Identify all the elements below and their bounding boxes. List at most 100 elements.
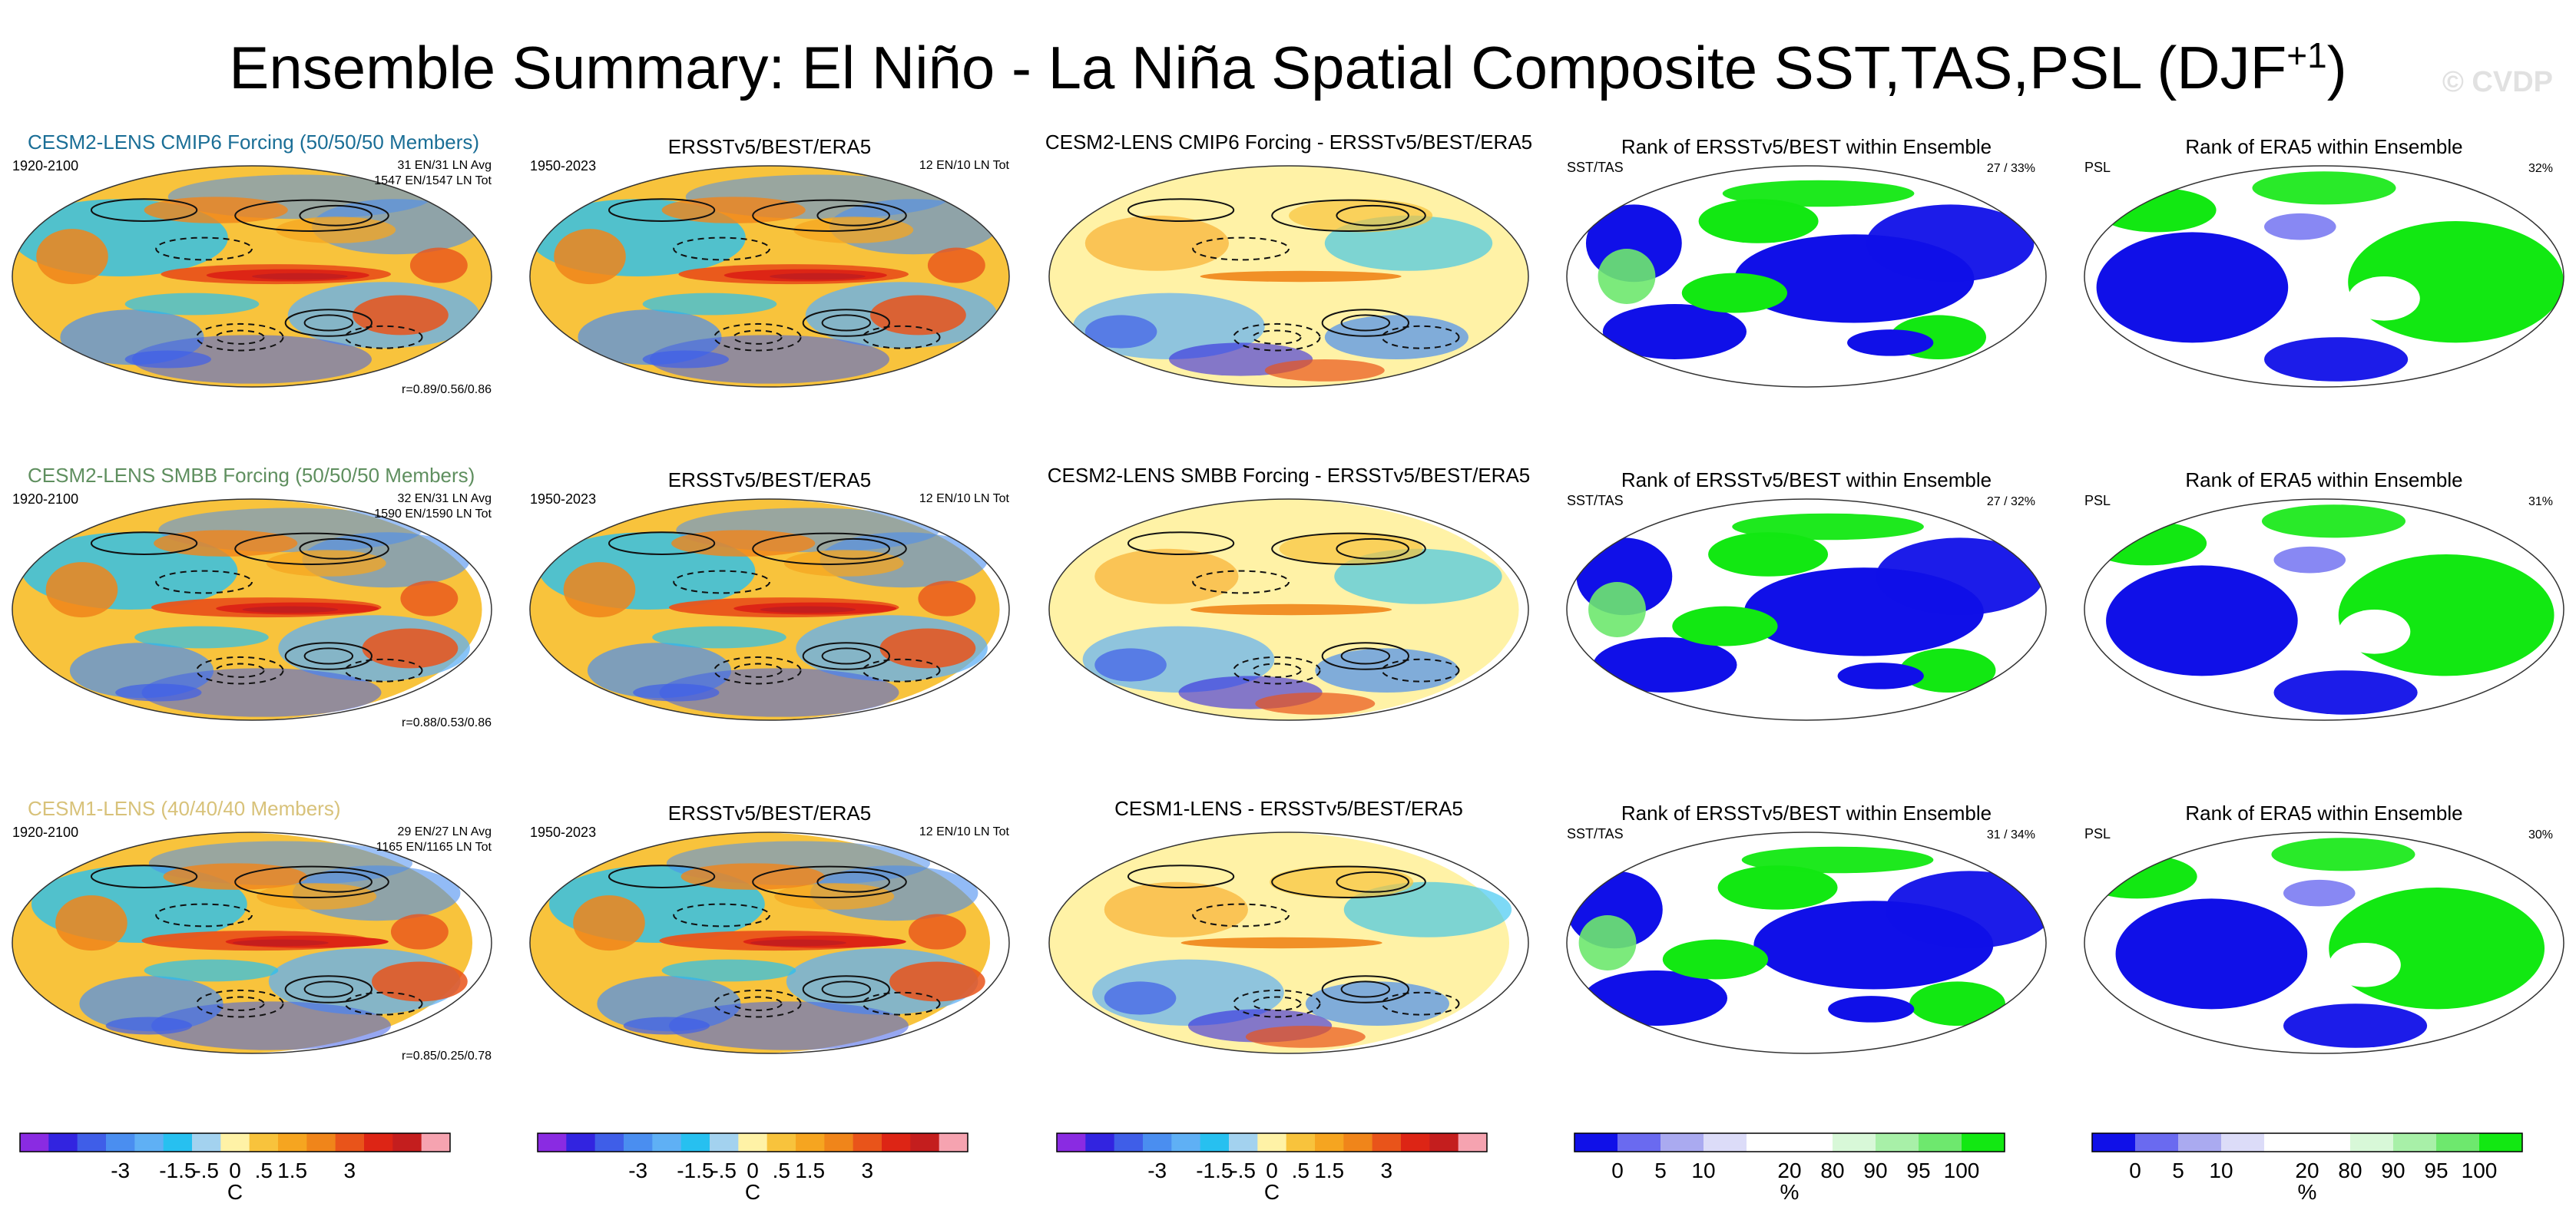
colorbar-0-swatch <box>278 1133 307 1152</box>
map-row0-obs-psl-contours-negative <box>673 236 941 352</box>
map-grid: CESM2-LENS CMIP6 Forcing (50/50/50 Membe… <box>12 131 2564 1063</box>
map-row0-rank_psl-region <box>2264 213 2336 240</box>
map-row0-obs-period: 1950-2023 <box>530 158 596 174</box>
map-row1-model-contour <box>215 663 265 678</box>
colorbar-3-unit: % <box>1780 1180 1800 1204</box>
colorbar-1-unit: C <box>745 1180 760 1204</box>
colorbar-2-swatch <box>1401 1133 1430 1152</box>
map-row2-obs-region <box>750 939 846 947</box>
map-row1-diff-contour <box>1336 537 1409 560</box>
colorbar-0-swatch <box>364 1133 393 1152</box>
map-row1-rank_sst-label: SST/TAS <box>1567 493 1624 508</box>
map-row0-diff-contour <box>1192 236 1290 261</box>
map-row1-rank_psl-region <box>2261 504 2406 538</box>
map-row2-obs-psl-contours-negative <box>673 903 941 1018</box>
map-row2-rank_sst-region <box>1662 939 1769 980</box>
map-row0-obs-region <box>642 293 777 316</box>
map-row2-diff-field <box>1049 832 1512 1053</box>
map-row0-rank_sst-region <box>1602 304 1747 359</box>
colorbar-4-swatch <box>2092 1133 2136 1152</box>
map-row0-rank_sst-region <box>1698 199 1819 243</box>
colorbar-0-swatch <box>421 1133 451 1152</box>
map-row2-rank_psl-region <box>2084 854 2197 899</box>
map-row1-model-psl-contours-negative <box>155 570 423 685</box>
map-row2-diff-region <box>1180 937 1382 949</box>
map-row2-model-contour <box>196 989 284 1018</box>
colorbar-2-tick-label: 1.5 <box>1314 1159 1344 1182</box>
colorbar-1: -3 -1.5-.5 0 .5 1.5 3 C <box>537 1132 968 1204</box>
map-row1-rank_psl-region <box>2087 521 2207 566</box>
map-row2-diff-contour <box>1252 996 1302 1011</box>
map-row1-model-pattern-corr: r=0.88/0.53/0.86 <box>402 716 492 729</box>
map-row0-rank_psl-region <box>2096 232 2289 343</box>
colorbar-1-swatch <box>624 1133 653 1152</box>
map-row1-model-region <box>362 628 459 669</box>
colorbar-3-swatch <box>1704 1133 1747 1152</box>
colorbar-2-frame <box>1056 1132 1488 1152</box>
colorbar-1-swatch <box>853 1133 882 1152</box>
map-row0-diff-contour <box>1340 314 1391 332</box>
map-row2-obs-region <box>774 883 895 910</box>
map-row2-rank_sst-region <box>1828 996 1915 1023</box>
map-row2-obs-contour <box>821 980 872 998</box>
map-row0-model: CESM2-LENS CMIP6 Forcing (50/50/50 Membe… <box>12 131 492 396</box>
colorbar-4-swatch <box>2393 1133 2437 1152</box>
map-row2-rank_psl-region <box>2115 898 2308 1010</box>
map-row1-model-region <box>141 668 382 717</box>
colorbar-3-swatch <box>1790 1133 1833 1152</box>
map-row0-obs-field <box>530 166 1009 387</box>
map-row2-model-contour <box>284 975 372 1003</box>
map-row2-model-psl-contours <box>90 865 389 1003</box>
map-row0-model-counts-avg: 31 EN/31 LN Avg <box>398 159 492 172</box>
colorbar-4-swatch <box>2178 1133 2222 1152</box>
colorbar-1-swatch <box>566 1133 596 1152</box>
figure-title-suffix: ) <box>2326 34 2347 101</box>
map-row0-model-region <box>124 350 211 369</box>
map-row1-rank_psl-region <box>2273 670 2418 715</box>
map-row2-diff-region <box>1305 981 1450 1026</box>
colorbar-3-swatch <box>1876 1133 1919 1152</box>
map-row1-model-contour <box>234 532 389 565</box>
colorbar-2-swatch <box>1372 1133 1402 1152</box>
map-row2-rank_psl-pct: 30% <box>2528 828 2553 841</box>
map-row0-diff: CESM2-LENS CMIP6 Forcing - ERSSTv5/BEST/… <box>1045 131 1532 388</box>
colorbar-2-tick-label: 3 <box>1381 1159 1393 1182</box>
colorbar-0-frame <box>19 1132 451 1152</box>
colorbar-4-swatch <box>2221 1133 2265 1152</box>
map-row0-rank_psl-field <box>2084 166 2564 387</box>
map-row1-obs-field <box>530 499 1000 720</box>
map-row2-model-contour <box>299 871 373 893</box>
map-row2-obs-region <box>623 1017 710 1035</box>
map-row1-rank_sst-region <box>1837 663 1924 689</box>
map-row0-rank_sst-title: Rank of ERSSTv5/BEST within Ensemble <box>1621 135 1992 158</box>
map-row0-rank_sst: Rank of ERSSTv5/BEST within Ensemble SST/… <box>1566 135 2047 388</box>
map-row0-model-contour <box>284 309 372 337</box>
colorbar-4-tick-label: 90 <box>2381 1159 2405 1182</box>
map-row0-model-region <box>353 295 449 336</box>
map-row0-diff-region <box>1084 315 1157 349</box>
figure-title-text: Ensemble Summary: El Niño - La Niña Spat… <box>229 34 2287 101</box>
colorbar-3-tick-label: 0 <box>1611 1159 1624 1182</box>
map-row0-obs-region <box>642 350 729 369</box>
colorbar-0-swatch <box>106 1133 135 1152</box>
map-row1-rank_psl-title: Rank of ERA5 within Ensemble <box>2185 468 2462 491</box>
map-row1-model-region <box>134 626 269 649</box>
map-row1-diff-contour <box>1271 532 1426 565</box>
colorbar-1-tick-label: -1.5 <box>677 1159 714 1182</box>
colorbar-4-frame <box>2091 1132 2523 1152</box>
colorbar-3-swatch <box>1919 1133 1962 1152</box>
colorbar-1-swatch <box>910 1133 940 1152</box>
map-row1-model-title: CESM2-LENS SMBB Forcing (50/50/50 Member… <box>28 464 475 487</box>
map-row2-model-contour <box>215 996 265 1011</box>
map-row1-obs-region <box>918 580 976 617</box>
map-row2-diff-contour <box>1340 980 1391 998</box>
map-row2-model-region <box>257 883 377 910</box>
map-row2-diff-psl-contours-negative <box>1192 903 1460 1018</box>
colorbar-2-swatch <box>1114 1133 1144 1152</box>
map-row1-rank_sst-field <box>1567 499 2044 720</box>
map-row0-diff-outline <box>1048 165 1529 388</box>
map-row2-model-counts-tot: 1165 EN/1165 LN Tot <box>376 841 492 854</box>
map-row2-model-region <box>144 959 279 982</box>
map-row0-diff-contour <box>1233 322 1321 352</box>
map-row0-diff-title: CESM2-LENS CMIP6 Forcing - ERSSTv5/BEST/… <box>1045 131 1532 154</box>
